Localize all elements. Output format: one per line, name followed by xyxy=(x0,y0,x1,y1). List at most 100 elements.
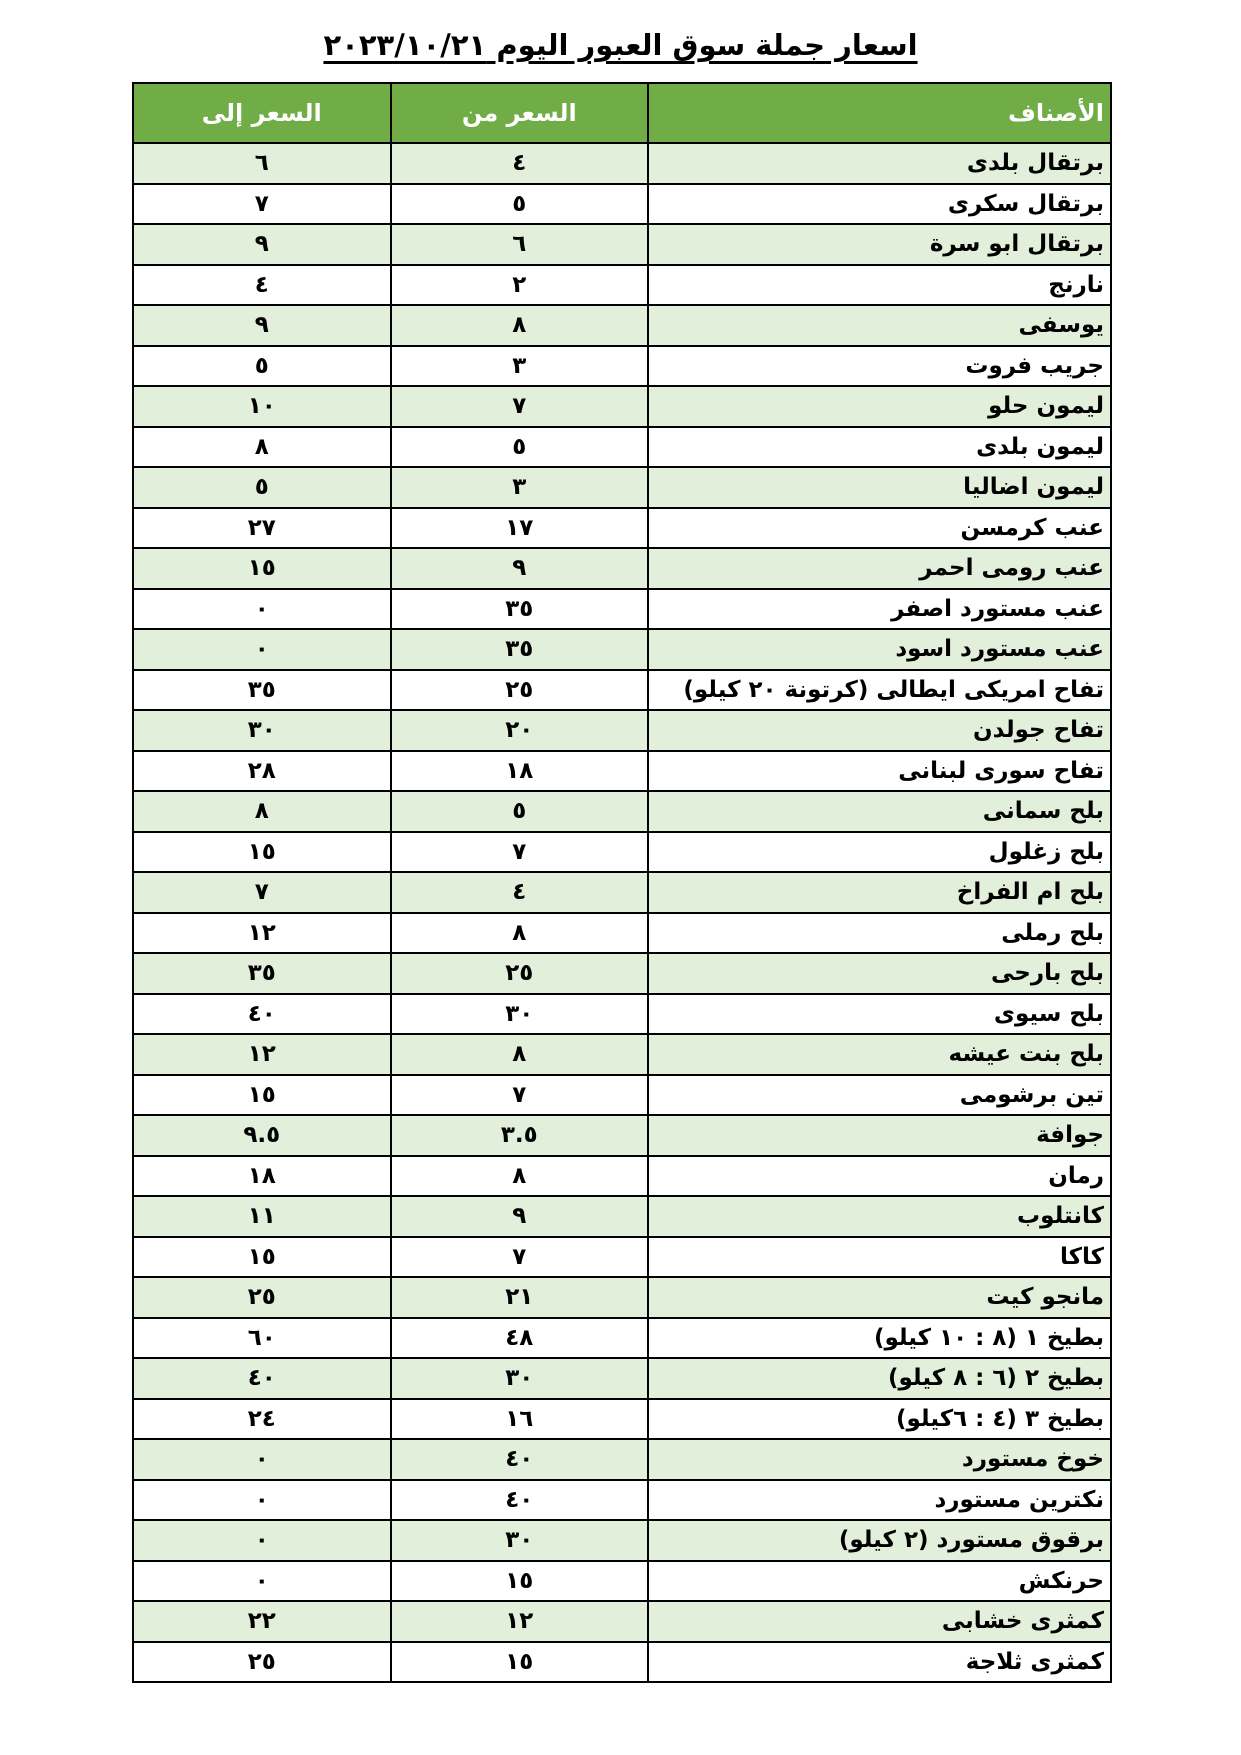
price-from: ٨ xyxy=(389,911,650,954)
table-row: حرنكش ١٥ ٠ xyxy=(132,1559,1112,1602)
price-to: ١٨ xyxy=(132,1154,392,1197)
price-from: ٧ xyxy=(389,385,650,428)
item-name: كمثرى خشابى xyxy=(647,1600,1112,1643)
table-row: تين برشومى ٧ ١٥ xyxy=(132,1073,1112,1116)
price-to: ٩ xyxy=(132,304,392,347)
table-row: تفاح امريكى ايطالى (كرتونة ٢٠ كيلو) ٢٥ ٣٥ xyxy=(132,668,1112,711)
table-header-row: الأصناف السعر من السعر إلى xyxy=(132,82,1112,144)
item-name: نكترين مستورد xyxy=(647,1478,1112,1521)
table-row: ليمون حلو ٧ ١٠ xyxy=(132,385,1112,428)
item-name: بطيخ ٣ (٤ : ٦كيلو) xyxy=(647,1397,1112,1440)
price-from: ١٥ xyxy=(389,1559,650,1602)
page-title: اسعار جملة سوق العبور اليوم ٢٠٢٣/١٠/٢١ xyxy=(323,28,918,62)
table-row: بطيخ ٣ (٤ : ٦كيلو) ١٦ ٢٤ xyxy=(132,1397,1112,1440)
table-row: بطيخ ١ (٨ : ١٠ كيلو) ٤٨ ٦٠ xyxy=(132,1316,1112,1359)
price-from: ٤٠ xyxy=(389,1438,650,1481)
price-to: ٤ xyxy=(132,263,392,306)
table-row: بلح بارحى ٢٥ ٣٥ xyxy=(132,952,1112,995)
item-name: خوخ مستورد xyxy=(647,1438,1112,1481)
price-from: ١٨ xyxy=(389,749,650,792)
price-to: ٤٠ xyxy=(132,1357,392,1400)
price-to: ١٥ xyxy=(132,1073,392,1116)
price-to: ١٠ xyxy=(132,385,392,428)
item-name: عنب كرمسن xyxy=(647,506,1112,549)
item-name: رمان xyxy=(647,1154,1112,1197)
price-from: ٨ xyxy=(389,304,650,347)
item-name: مانجو كيت xyxy=(647,1276,1112,1319)
price-from: ١٢ xyxy=(389,1600,650,1643)
price-from: ٤ xyxy=(389,871,650,914)
table-row: برقوق مستورد (٢ كيلو) ٣٠ ٠ xyxy=(132,1519,1112,1562)
price-to: ١١ xyxy=(132,1195,392,1238)
price-to: ٤٠ xyxy=(132,992,392,1035)
table-row: جوافة ٣.٥ ٩.٥ xyxy=(132,1114,1112,1157)
price-to: ٥ xyxy=(132,466,392,509)
price-to: ٣٠ xyxy=(132,709,392,752)
item-name: بلح بارحى xyxy=(647,952,1112,995)
price-to: ٩.٥ xyxy=(132,1114,392,1157)
table-row: برتقال سكرى ٥ ٧ xyxy=(132,182,1112,225)
item-name: كانتلوب xyxy=(647,1195,1112,1238)
price-to: ١٢ xyxy=(132,1033,392,1076)
table-row: برتقال ابو سرة ٦ ٩ xyxy=(132,223,1112,266)
price-from: ٧ xyxy=(389,1235,650,1278)
price-to: ٠ xyxy=(132,628,392,671)
price-to: ٣٥ xyxy=(132,952,392,995)
price-to: ٨ xyxy=(132,790,392,833)
price-from: ٢٥ xyxy=(389,668,650,711)
table-row: نارنج ٢ ٤ xyxy=(132,263,1112,306)
price-to: ١٥ xyxy=(132,547,392,590)
item-name: نارنج xyxy=(647,263,1112,306)
item-name: تفاح جولدن xyxy=(647,709,1112,752)
price-to: ٢٨ xyxy=(132,749,392,792)
table-row: كمثرى ثلاجة ١٥ ٢٥ xyxy=(132,1640,1112,1683)
item-name: تين برشومى xyxy=(647,1073,1112,1116)
price-from: ٤٨ xyxy=(389,1316,650,1359)
price-to: ٠ xyxy=(132,1559,392,1602)
item-name: بلح سيوى xyxy=(647,992,1112,1035)
item-name: حرنكش xyxy=(647,1559,1112,1602)
price-to: ٩ xyxy=(132,223,392,266)
price-from: ٣.٥ xyxy=(389,1114,650,1157)
item-name: تفاح سورى لبنانى xyxy=(647,749,1112,792)
item-name: عنب رومى احمر xyxy=(647,547,1112,590)
price-from: ١٧ xyxy=(389,506,650,549)
table-row: ليمون بلدى ٥ ٨ xyxy=(132,425,1112,468)
table-row: خوخ مستورد ٤٠ ٠ xyxy=(132,1438,1112,1481)
page-title-wrap: اسعار جملة سوق العبور اليوم ٢٠٢٣/١٠/٢١ xyxy=(0,28,1241,62)
price-to: ٦٠ xyxy=(132,1316,392,1359)
price-from: ٨ xyxy=(389,1033,650,1076)
item-name: عنب مستورد اسود xyxy=(647,628,1112,671)
table-row: تفاح سورى لبنانى ١٨ ٢٨ xyxy=(132,749,1112,792)
price-from: ٣ xyxy=(389,344,650,387)
price-to: ٢٥ xyxy=(132,1276,392,1319)
table-row: بلح ام الفراخ ٤ ٧ xyxy=(132,871,1112,914)
table-row: برتقال بلدى ٤ ٦ xyxy=(132,142,1112,185)
price-to: ٠ xyxy=(132,587,392,630)
item-name: كاكا xyxy=(647,1235,1112,1278)
table-row: بطيخ ٢ (٦ : ٨ كيلو) ٣٠ ٤٠ xyxy=(132,1357,1112,1400)
price-from: ٢١ xyxy=(389,1276,650,1319)
price-from: ١٦ xyxy=(389,1397,650,1440)
price-to: ٠ xyxy=(132,1519,392,1562)
item-name: ليمون حلو xyxy=(647,385,1112,428)
price-from: ٩ xyxy=(389,547,650,590)
item-name: برقوق مستورد (٢ كيلو) xyxy=(647,1519,1112,1562)
header-price-from: السعر من xyxy=(389,82,650,144)
table-row: كانتلوب ٩ ١١ xyxy=(132,1195,1112,1238)
price-from: ١٥ xyxy=(389,1640,650,1683)
item-name: بلح بنت عيشه xyxy=(647,1033,1112,1076)
price-from: ٢٠ xyxy=(389,709,650,752)
price-from: ٥ xyxy=(389,182,650,225)
price-from: ٩ xyxy=(389,1195,650,1238)
table-row: كمثرى خشابى ١٢ ٢٢ xyxy=(132,1600,1112,1643)
table-row: بلح سمانى ٥ ٨ xyxy=(132,790,1112,833)
price-to: ٧ xyxy=(132,182,392,225)
item-name: يوسفى xyxy=(647,304,1112,347)
price-to: ٢٤ xyxy=(132,1397,392,1440)
price-from: ٧ xyxy=(389,830,650,873)
price-to: ٢٥ xyxy=(132,1640,392,1683)
item-name: برتقال بلدى xyxy=(647,142,1112,185)
price-to: ٣٥ xyxy=(132,668,392,711)
table-row: جريب فروت ٣ ٥ xyxy=(132,344,1112,387)
